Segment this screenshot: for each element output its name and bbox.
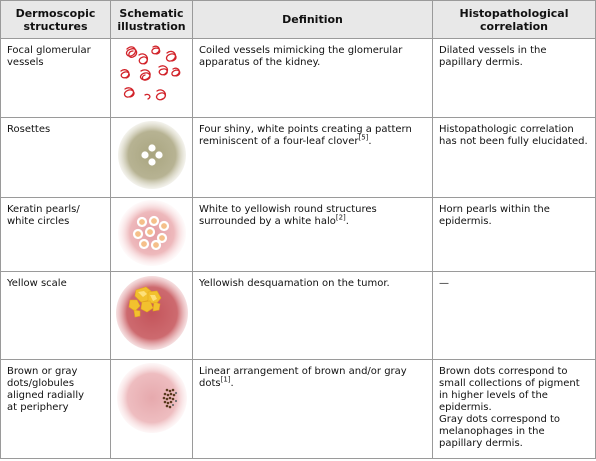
glomerular-vessels-illustration (119, 45, 180, 101)
brown-gray-dots-illustration (116, 363, 187, 433)
definition-cell: Yellowish desquamation on the tumor. (192, 271, 433, 360)
table-row: Keratin pearls/ white circles (0, 197, 596, 272)
illustration-cell (110, 38, 193, 118)
keratin-pearls-illustration (117, 200, 186, 266)
header-illustration: Schematic illustration (110, 0, 193, 39)
rosettes-illustration (117, 121, 186, 189)
reference-link[interactable]: [1] (220, 375, 231, 384)
definition-text: White to yellowish round structures surr… (199, 204, 377, 227)
illustration-cell (110, 271, 193, 360)
illustration-cell (110, 359, 193, 459)
structure-cell: Keratin pearls/ white circles (0, 197, 111, 272)
header-row: Dermoscopic structures Schematic illustr… (0, 0, 596, 39)
structure-cell: Rosettes (0, 117, 111, 198)
header-definition: Definition (192, 0, 433, 39)
table-row: Focal glomerular vessels (0, 38, 596, 118)
structure-cell: Brown or gray dots/globules aligned radi… (0, 359, 111, 459)
table-row: Rosettes (0, 117, 596, 198)
histopathology-cell: Histopathologic correlation has not been… (432, 117, 596, 198)
table-row: Brown or gray dots/globules aligned radi… (0, 359, 596, 459)
reference-link[interactable]: [2] (335, 213, 346, 222)
histopathology-cell: — (432, 271, 596, 360)
definition-text: Linear arrangement of brown and/or gray … (199, 366, 407, 389)
structure-cell: Yellow scale (0, 271, 111, 360)
header-histopathology: Histopathological correlation (432, 0, 596, 39)
structure-cell: Focal glomerular vessels (0, 38, 111, 118)
table-row: Yellow scale (0, 271, 596, 360)
histopathology-cell: Horn pearls within the epidermis. (432, 197, 596, 272)
histopathology-cell: Dilated vessels in the papillary dermis. (432, 38, 596, 118)
definition-cell: Coiled vessels mimicking the glomerular … (192, 38, 433, 118)
definition-cell: Linear arrangement of brown and/or gray … (192, 359, 433, 459)
definition-cell: Four shiny, white points creating a patt… (192, 117, 433, 198)
header-structure: Dermoscopic structures (0, 0, 111, 39)
illustration-cell (110, 197, 193, 272)
illustration-cell (110, 117, 193, 198)
definition-text: Four shiny, white points creating a patt… (199, 124, 412, 147)
reference-link[interactable]: [5] (358, 133, 369, 142)
definition-cell: White to yellowish round structures surr… (192, 197, 433, 272)
yellow-scale-illustration (115, 276, 188, 350)
histopathology-cell: Brown dots correspond to small collectio… (432, 359, 596, 459)
